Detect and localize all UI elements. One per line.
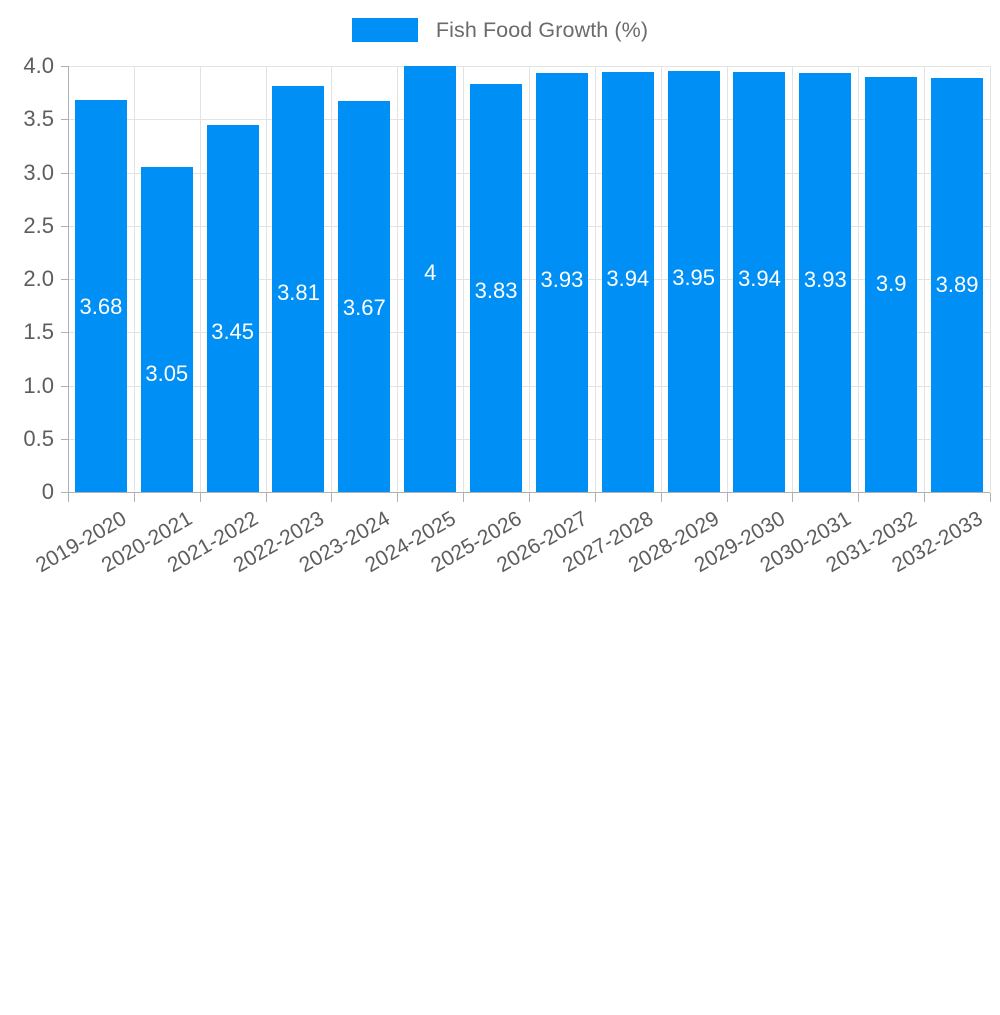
gridline-vertical (595, 66, 596, 492)
bar-slot: 3.95 (661, 66, 727, 492)
bar[interactable] (206, 124, 259, 492)
x-tick-mark (792, 493, 793, 502)
bar-value-label: 3.89 (935, 271, 979, 297)
bar-slot: 3.83 (463, 66, 529, 492)
x-axis-line (68, 492, 990, 493)
x-axis-tick-labels: 2019-2020 2020-2021 2021-2022 2022-2023 2023… (32, 507, 987, 577)
bar[interactable] (140, 167, 193, 492)
bar-value-label: 3.05 (145, 361, 189, 387)
y-tick-label: 0 (41, 479, 54, 504)
bar-slot: 3.93 (529, 66, 595, 492)
bar-value-label: 3.67 (342, 295, 386, 321)
bar-slot: 3.05 (134, 66, 200, 492)
x-tick-mark (990, 493, 991, 502)
bar-value-label: 3.45 (211, 318, 255, 344)
bar-chart: Fish Food Growth (%) 0 0.5 1.0 1.5 2.0 2.5 3.0… (0, 0, 1000, 600)
x-tick-mark (331, 493, 332, 502)
bar-series-fish-food-growth: 3.68 3.05 3.45 3.81 3.67 4 3.83 3.93 3.94 3.95 3.9… (68, 66, 990, 492)
y-tick-mark (61, 332, 69, 334)
bar-value-label: 4 (424, 260, 437, 285)
bar-slot: 3.94 (595, 66, 661, 492)
bar-slot: 3.81 (266, 66, 332, 492)
x-tick-mark (529, 493, 530, 502)
bar-slot: 3.94 (727, 66, 793, 492)
y-tick-label: 2.0 (23, 266, 54, 291)
bar-value-label: 3.95 (672, 265, 716, 291)
y-tick-label: 2.5 (23, 212, 54, 238)
y-tick-label: 0.5 (23, 425, 54, 451)
x-tick-mark (68, 493, 69, 502)
gridline-vertical (924, 66, 925, 492)
y-tick-label: 1.0 (23, 372, 54, 398)
x-tick-mark (727, 493, 728, 502)
bar[interactable] (404, 66, 457, 492)
bar[interactable] (931, 77, 984, 492)
y-tick-mark (61, 492, 69, 493)
chart-legend: Fish Food Growth (%) (0, 8, 1000, 52)
y-tick-mark (61, 438, 69, 440)
x-tick-mark (134, 493, 135, 502)
bar-value-label: 3.81 (277, 280, 320, 306)
bar-value-label: 3.68 (79, 294, 123, 320)
bar[interactable] (865, 76, 918, 492)
gridline-vertical (266, 66, 267, 492)
bar-value-label: 3.94 (738, 266, 781, 292)
y-tick-mark (61, 119, 69, 121)
y-tick-label: 3.0 (23, 159, 54, 185)
x-tick-mark (266, 493, 267, 502)
y-tick-mark (61, 172, 69, 174)
gridline-vertical (331, 66, 332, 492)
y-tick-label: 1.5 (23, 319, 54, 345)
gridline-vertical (463, 66, 464, 492)
y-tick-mark (61, 66, 69, 67)
y-tick-label: 3.5 (23, 106, 54, 132)
gridline-vertical (858, 66, 859, 492)
bar-slot: 3.93 (792, 66, 858, 492)
y-axis-tick-labels: 0 0.5 1.0 1.5 2.0 2.5 3.0 3.5 4.0 (0, 0, 54, 600)
bar-slot: 3.45 (200, 66, 266, 492)
gridline-vertical (990, 66, 991, 492)
x-tick-mark (858, 493, 859, 502)
bar[interactable] (74, 100, 127, 492)
x-tick-mark (463, 493, 464, 502)
x-tick-mark (200, 493, 201, 502)
bar[interactable] (338, 101, 391, 492)
x-tick-mark (595, 493, 596, 502)
gridline-vertical (397, 66, 398, 492)
bar-slot: 3.9 (858, 66, 924, 492)
bar-value-label: 3.93 (540, 267, 584, 293)
gridline-vertical (792, 66, 793, 492)
gridline-vertical (661, 66, 662, 492)
bar-slot: 3.67 (331, 66, 397, 492)
y-tick-mark (61, 225, 69, 227)
bar[interactable] (535, 73, 588, 492)
gridline-vertical (529, 66, 530, 492)
bar-value-label: 3.9 (875, 270, 907, 296)
gridline-vertical (134, 66, 135, 492)
y-tick-label: 4.0 (23, 53, 54, 78)
gridline-vertical (200, 66, 201, 492)
bar[interactable] (601, 72, 654, 492)
bar-value-label: 3.83 (474, 278, 518, 304)
bar[interactable] (470, 84, 523, 492)
y-tick-mark (61, 385, 69, 387)
bar-value-label: 3.94 (606, 266, 650, 292)
bar-slot: 3.89 (924, 66, 990, 492)
x-tick-mark (661, 493, 662, 502)
bar-value-label: 3.93 (803, 267, 847, 293)
bar-slot: 4 (397, 66, 463, 492)
bar[interactable] (733, 72, 786, 492)
legend-item-fish-food-growth[interactable]: Fish Food Growth (%) (351, 17, 649, 43)
bar[interactable] (667, 71, 720, 492)
y-tick-mark (61, 279, 69, 280)
bar-slot: 3.68 (68, 66, 134, 492)
gridline-vertical (727, 66, 728, 492)
x-tick-mark (397, 493, 398, 502)
legend-label: Fish Food Growth (%) (435, 17, 649, 42)
bar[interactable] (799, 73, 852, 492)
x-tick-mark (924, 493, 925, 502)
bar[interactable] (272, 86, 325, 492)
legend-color-swatch-icon (351, 18, 418, 42)
